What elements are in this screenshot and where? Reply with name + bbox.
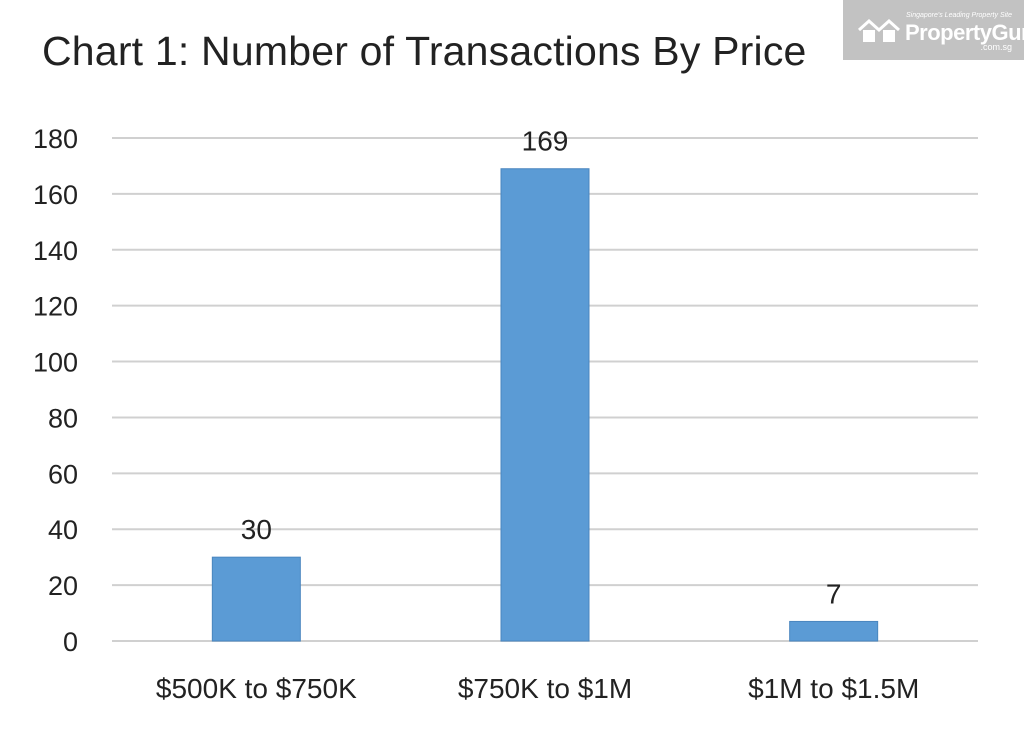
house-logo-icon <box>857 18 901 42</box>
y-tick-label: 180 <box>33 124 78 154</box>
x-axis-ticks: $500K to $750K $750K to $1M $1M to $1.5M <box>156 673 919 704</box>
y-tick-label: 160 <box>33 180 78 210</box>
bar <box>789 620 879 642</box>
y-tick-label: 140 <box>33 236 78 266</box>
watermark-domain: .com.sg <box>980 42 1012 52</box>
chart-title: Chart 1: Number of Transactions By Price <box>42 28 807 74</box>
x-tick-label: $500K to $750K <box>156 673 357 704</box>
data-label: 30 <box>241 514 272 545</box>
watermark: Singapore's Leading Property Site Proper… <box>843 0 1024 60</box>
y-tick-label: 120 <box>33 292 78 322</box>
bar <box>500 168 590 642</box>
bars <box>211 168 879 642</box>
y-tick-label: 20 <box>48 571 78 601</box>
bar <box>211 556 301 642</box>
data-labels: 30 169 7 <box>241 126 842 610</box>
y-tick-label: 40 <box>48 515 78 545</box>
x-tick-label: $750K to $1M <box>458 673 632 704</box>
y-tick-label: 60 <box>48 459 78 489</box>
y-tick-label: 100 <box>33 348 78 378</box>
data-label: 7 <box>826 578 842 609</box>
x-tick-label: $1M to $1.5M <box>748 673 919 704</box>
data-label: 169 <box>522 126 569 157</box>
y-tick-label: 80 <box>48 403 78 433</box>
watermark-tagline: Singapore's Leading Property Site <box>905 12 1012 19</box>
watermark-brand: PropertyGuru <box>905 20 1024 45</box>
y-axis-ticks: 0 20 40 60 80 100 120 140 160 180 <box>33 124 78 657</box>
y-tick-label: 0 <box>63 627 78 657</box>
